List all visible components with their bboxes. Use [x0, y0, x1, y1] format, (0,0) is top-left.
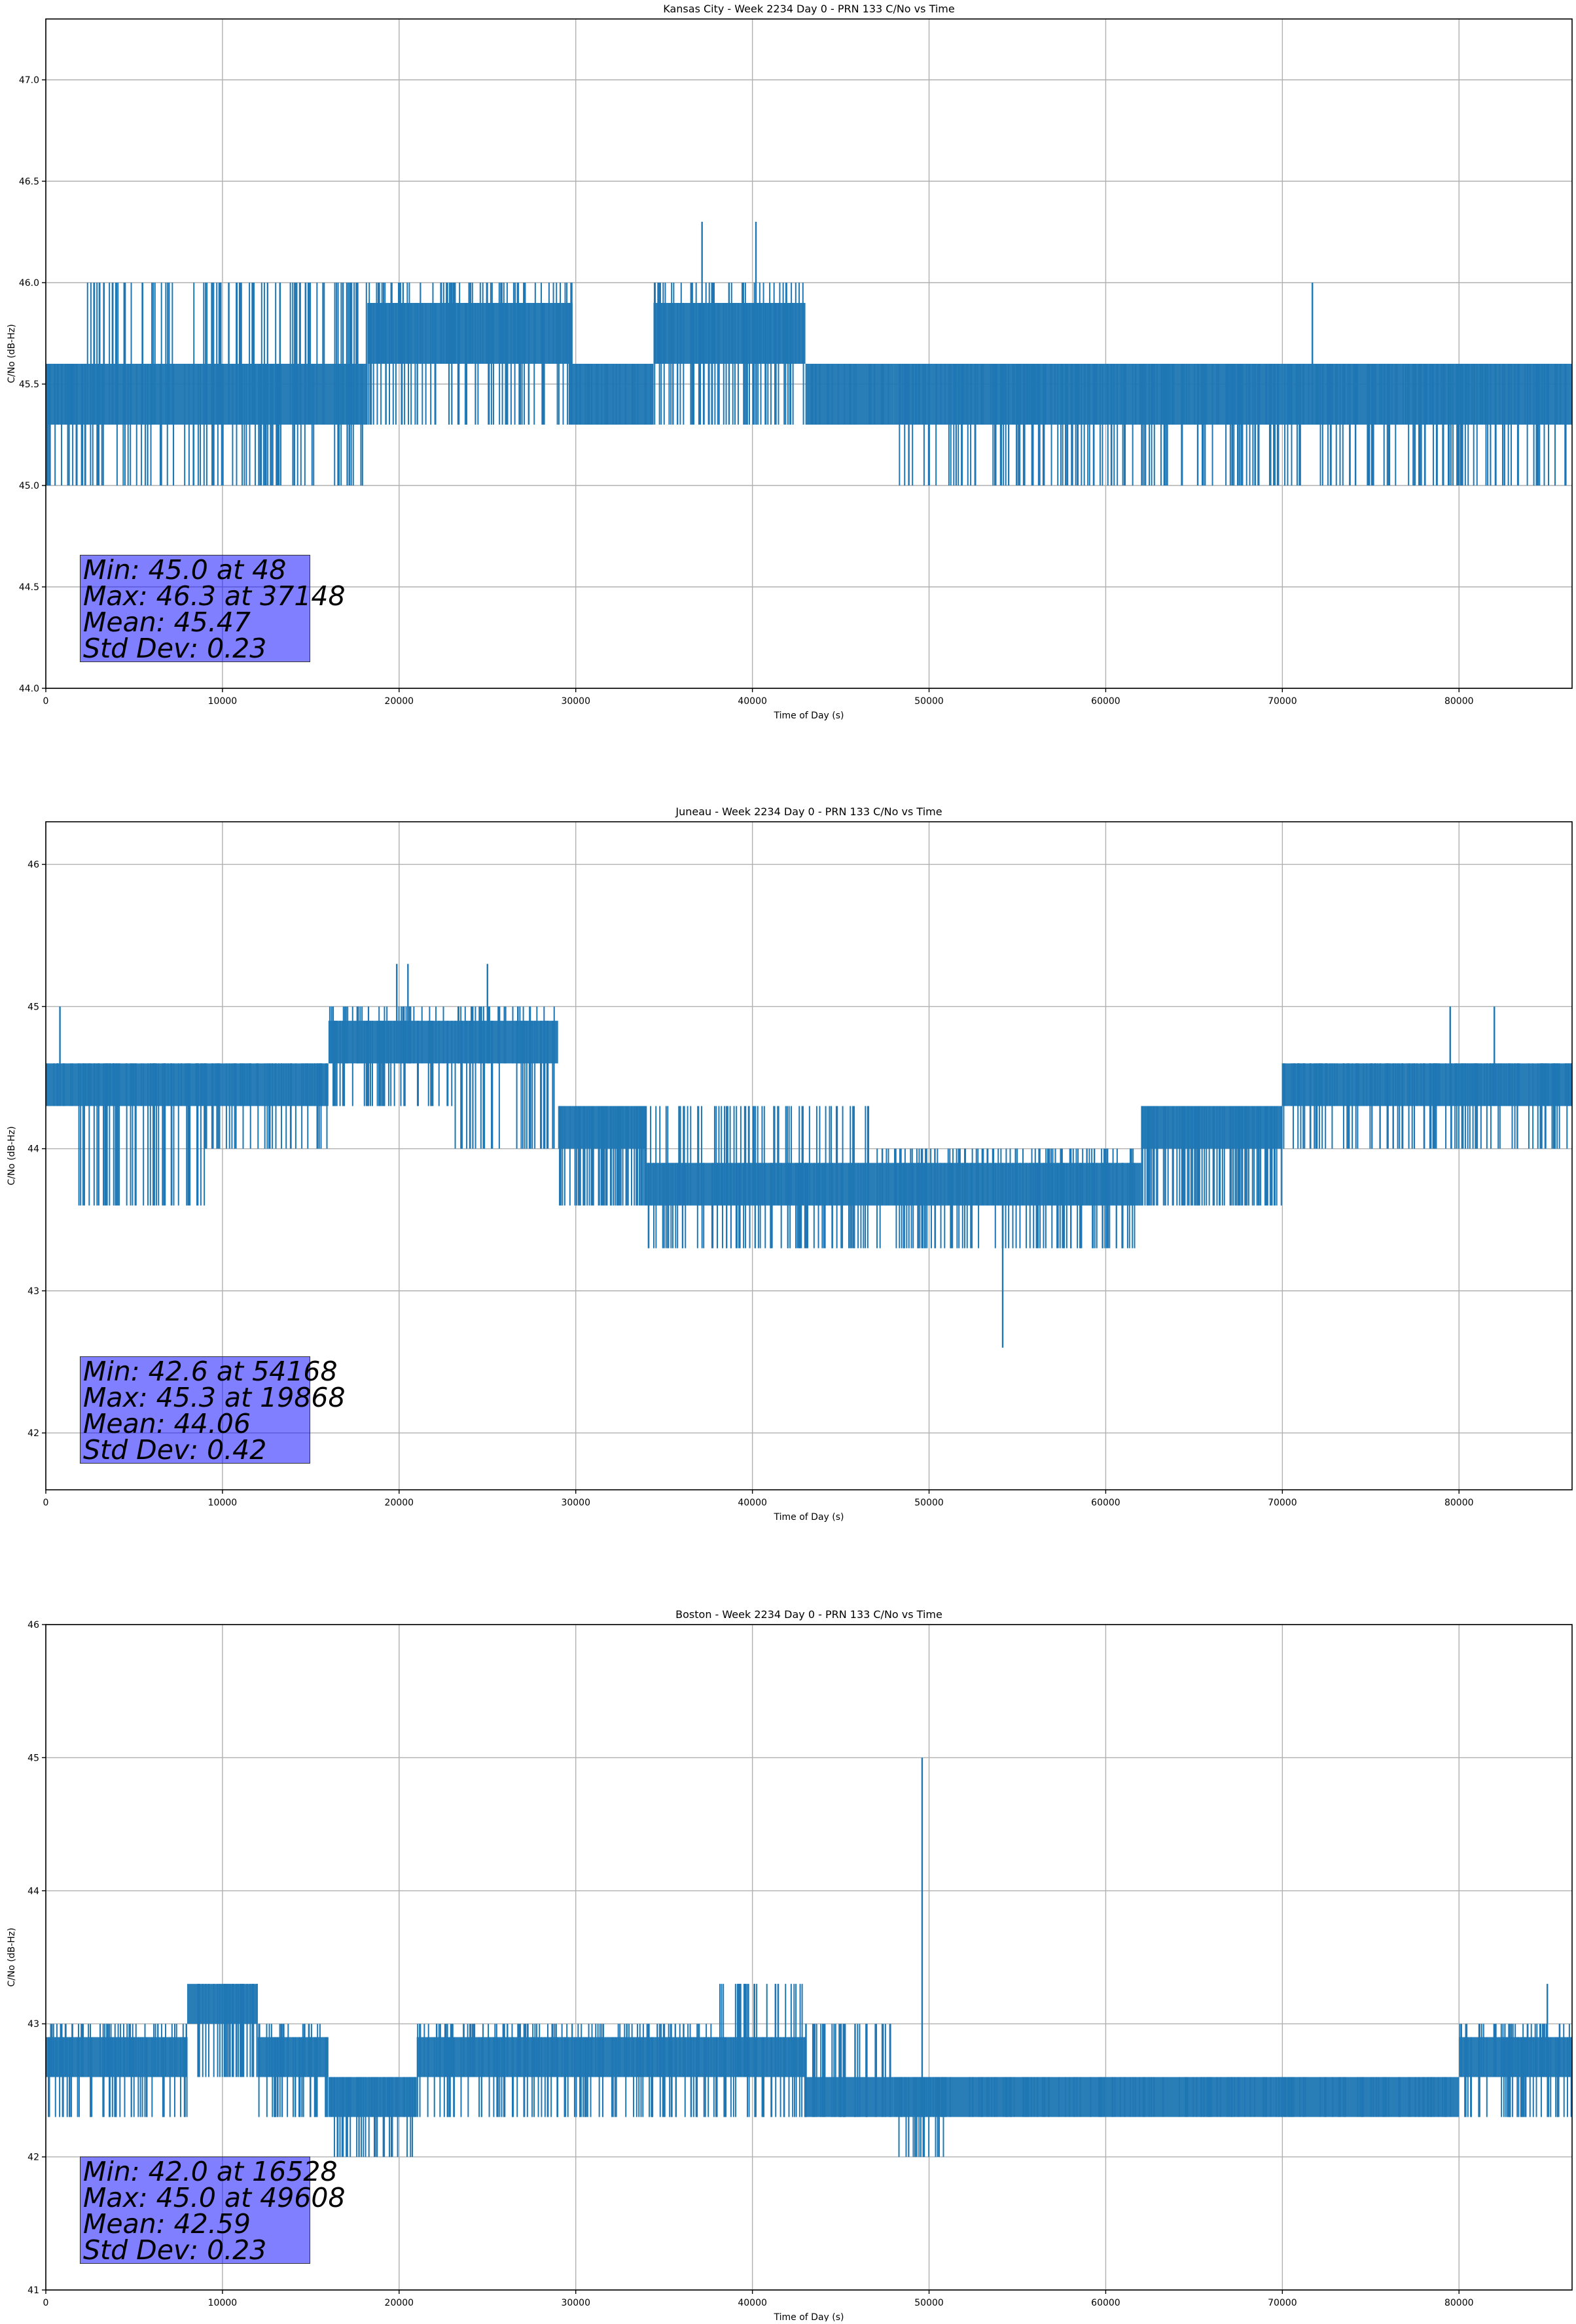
- stats-box-boston: Min: 42.0 at 16528 Max: 45.0 at 49608 Me…: [80, 2156, 346, 2266]
- x-tick-label: 80000: [1444, 1498, 1474, 1508]
- x-tick-label: 70000: [1268, 2298, 1297, 2308]
- y-tick-label: 43: [27, 1286, 39, 1297]
- stats-line: Min: 42.0 at 16528: [83, 2156, 338, 2187]
- stats-line: Mean: 42.59: [83, 2208, 251, 2240]
- y-tick-label: 44: [27, 1886, 39, 1897]
- chart-panel: 0 10000 20000 30000 40000 50000 60000 70000 8000…: [7, 1608, 1573, 2323]
- x-tick-label: 40000: [738, 2298, 767, 2308]
- y-axis-label: C/No (dB-Hz): [7, 1928, 17, 1986]
- stats-line: Std Dev: 0.23: [83, 633, 267, 664]
- x-axis-label: Time of Day (s): [774, 1512, 844, 1523]
- x-tick-label: 40000: [738, 696, 767, 707]
- y-tick-label: 46.5: [19, 177, 39, 187]
- y-tick-label: 47.0: [19, 75, 39, 86]
- y-tick-label: 46.0: [19, 278, 39, 289]
- stats-line: Min: 45.0 at 48: [83, 554, 287, 586]
- x-tick-label: 20000: [385, 2298, 414, 2308]
- y-tick-label: 44: [27, 1144, 39, 1155]
- stats-box-juneau: Min: 42.6 at 54168 Max: 45.3 at 19868 Me…: [80, 1356, 346, 1466]
- stats-line: Max: 45.0 at 49608: [83, 2182, 346, 2213]
- y-tick-label: 42: [27, 1428, 39, 1439]
- series-line: [46, 1757, 1572, 2157]
- stats-line: Max: 46.3 at 37148: [83, 580, 346, 612]
- stats-line: Max: 45.3 at 19868: [83, 1382, 346, 1413]
- x-tick-label: 20000: [385, 1498, 414, 1508]
- series-band: [46, 364, 81, 425]
- stats-line: Std Dev: 0.23: [83, 2234, 267, 2266]
- axes-frame: [45, 1624, 1573, 2291]
- y-axis-label: C/No (dB-Hz): [7, 1126, 17, 1185]
- stats-line: Mean: 45.47: [83, 607, 251, 638]
- y-tick-label: 46: [27, 1620, 39, 1630]
- y-tick-label: 43: [27, 2019, 39, 2030]
- x-tick-label: 30000: [561, 696, 590, 707]
- x-tick-label: 10000: [208, 696, 238, 707]
- x-tick-label: 80000: [1444, 696, 1474, 707]
- chart-title: Juneau - Week 2234 Day 0 - PRN 133 C/No …: [675, 805, 942, 818]
- x-axis-label: Time of Day (s): [774, 2312, 844, 2321]
- x-tick-label: 60000: [1091, 1498, 1120, 1508]
- chart-panel: 0 10000 20000 30000 40000 50000 60000 70000 8000…: [7, 805, 1573, 1523]
- x-tick-label: 70000: [1268, 696, 1297, 707]
- x-tick-label: 20000: [385, 696, 414, 707]
- y-tick-label: 45.0: [19, 481, 39, 491]
- chart-title: Kansas City - Week 2234 Day 0 - PRN 133 …: [663, 3, 954, 15]
- axes-frame: [45, 821, 1573, 1490]
- x-tick-label: 50000: [914, 2298, 944, 2308]
- y-axis-label: C/No (dB-Hz): [7, 324, 17, 383]
- x-tick-label: 50000: [914, 696, 944, 707]
- series-line: [46, 964, 1572, 1348]
- y-tick-label: 41: [27, 2285, 39, 2296]
- series-line: [46, 222, 1572, 485]
- x-tick-label: 0: [43, 1498, 49, 1508]
- stats-box-kansas-city: Min: 45.0 at 48 Max: 46.3 at 37148 Mean:…: [80, 554, 346, 664]
- stats-line: Mean: 44.06: [83, 1408, 251, 1439]
- y-tick-label: 45: [27, 1753, 39, 1763]
- series-band: [81, 364, 368, 425]
- stats-line: Std Dev: 0.42: [83, 1434, 267, 1466]
- x-tick-label: 60000: [1091, 2298, 1120, 2308]
- x-tick-label: 0: [43, 696, 49, 707]
- y-tick-label: 42: [27, 2153, 39, 2163]
- y-tick-label: 44.0: [19, 684, 39, 694]
- x-axis-label: Time of Day (s): [774, 711, 844, 721]
- x-tick-label: 50000: [914, 1498, 944, 1508]
- chart-panel: 0 10000 20000 30000 40000 50000 60000 70000 8000…: [7, 3, 1573, 721]
- x-tick-label: 70000: [1268, 1498, 1297, 1508]
- chart-title: Boston - Week 2234 Day 0 - PRN 133 C/No …: [675, 1608, 942, 1621]
- y-tick-label: 44.5: [19, 582, 39, 593]
- x-tick-label: 10000: [208, 2298, 238, 2308]
- series-band: [805, 2077, 894, 2117]
- y-tick-label: 46: [27, 860, 39, 870]
- x-tick-label: 60000: [1091, 696, 1120, 707]
- y-tick-label: 45.5: [19, 379, 39, 390]
- x-tick-label: 30000: [561, 2298, 590, 2308]
- x-tick-label: 80000: [1444, 2298, 1474, 2308]
- x-tick-label: 10000: [208, 1498, 238, 1508]
- x-tick-label: 40000: [738, 1498, 767, 1508]
- stats-line: Min: 42.6 at 54168: [83, 1356, 338, 1387]
- x-tick-label: 30000: [561, 1498, 590, 1508]
- axes-frame: [45, 18, 1573, 689]
- x-tick-label: 0: [43, 2298, 49, 2308]
- y-tick-label: 45: [27, 1002, 39, 1012]
